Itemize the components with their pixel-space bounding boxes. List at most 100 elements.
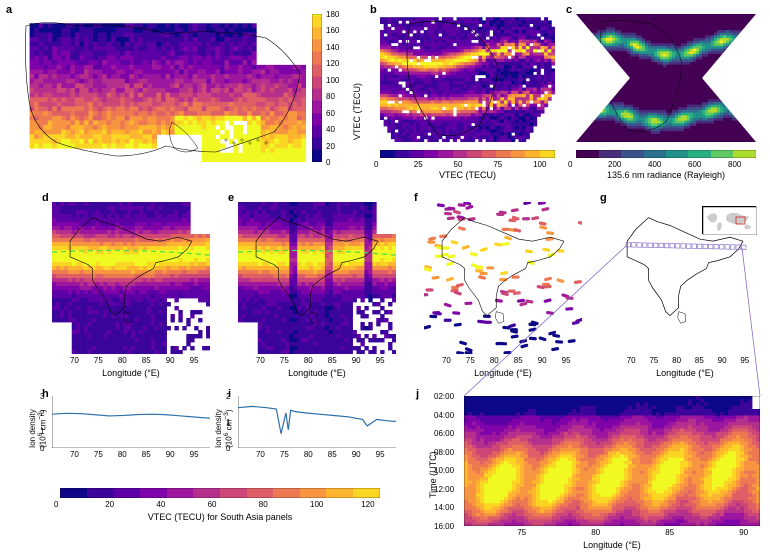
tick: 75 — [280, 450, 289, 459]
tick: 80 — [672, 356, 681, 365]
tick: 120 — [361, 500, 374, 509]
panel-d — [52, 202, 210, 354]
tick: 16:00 — [434, 522, 454, 531]
tick: 100 — [326, 76, 339, 85]
tick: 95 — [190, 450, 199, 459]
tick: 75 — [94, 356, 103, 365]
panel-d-label: d — [42, 192, 49, 204]
tick: 100 — [310, 500, 323, 509]
tick: 90 — [352, 356, 361, 365]
tick: 80 — [259, 500, 268, 509]
tick: 02:00 — [434, 392, 454, 401]
tick: 75 — [517, 528, 526, 537]
tick: 70 — [70, 356, 79, 365]
panel-c-colorbar — [576, 150, 756, 158]
panel-h — [52, 396, 210, 448]
tick: 20 — [105, 500, 114, 509]
tick: 600 — [688, 160, 701, 169]
tick: 75 — [493, 160, 502, 169]
tick: 3 — [40, 392, 44, 401]
panel-c-cbar-label: 135.6 nm radiance (Rayleigh) — [576, 170, 756, 180]
panel-a-label: a — [6, 4, 12, 16]
tick: 12:00 — [434, 485, 454, 494]
tick: 14:00 — [434, 503, 454, 512]
tick: 400 — [648, 160, 661, 169]
tick: 80 — [304, 450, 313, 459]
tick: 90 — [166, 450, 175, 459]
tick: 0 — [226, 444, 230, 453]
panel-b-cbar-label: VTEC (TECU) — [380, 170, 555, 180]
axis-label: Longitude (°E) — [610, 368, 760, 378]
tick: 85 — [142, 356, 151, 365]
tick: 2 — [226, 392, 230, 401]
panel-f — [424, 202, 582, 354]
tick: 70 — [256, 356, 265, 365]
tick: 40 — [156, 500, 165, 509]
tick: 90 — [718, 356, 727, 365]
tick: 95 — [376, 450, 385, 459]
tick: 180 — [326, 10, 339, 19]
tick: 75 — [466, 356, 475, 365]
panel-a-cbar-label: VTEC (TECU) — [352, 83, 362, 140]
tick: 60 — [208, 500, 217, 509]
tick: 60 — [326, 109, 335, 118]
panel-j — [464, 396, 760, 526]
tick: 70 — [442, 356, 451, 365]
tick: 06:00 — [434, 429, 454, 438]
tick: 0 — [40, 444, 44, 453]
tick: 70 — [70, 450, 79, 459]
tick: 04:00 — [434, 411, 454, 420]
tick: 100 — [533, 160, 546, 169]
south-asia-cbar-label: VTEC (TECU) for South Asia panels — [60, 512, 380, 522]
axis-label: Longitude (°E) — [238, 368, 396, 378]
panel-b-label: b — [370, 4, 377, 16]
tick: 0 — [374, 160, 378, 169]
panel-h-ylabel: Ion density(106 cm−3) — [28, 409, 48, 448]
tick: 120 — [326, 59, 339, 68]
tick: 75 — [94, 450, 103, 459]
tick: 0 — [326, 158, 330, 167]
panel-i-ylabel: Ion density(106 cm−3) — [214, 409, 234, 448]
tick: 70 — [256, 450, 265, 459]
panel-b-colorbar — [380, 150, 555, 158]
tick: 2 — [40, 409, 44, 418]
tick: 800 — [728, 160, 741, 169]
panel-c — [576, 14, 756, 142]
tick: 85 — [665, 528, 674, 537]
tick: 1 — [226, 418, 230, 427]
tick: 95 — [740, 356, 749, 365]
panel-j-xlabel: Longitude (°E) — [464, 540, 760, 550]
tick: 40 — [326, 125, 335, 134]
tick: 85 — [695, 356, 704, 365]
tick: 85 — [328, 356, 337, 365]
tick: 50 — [454, 160, 463, 169]
panel-a — [16, 14, 306, 162]
panel-e — [238, 202, 396, 354]
tick: 20 — [326, 142, 335, 151]
panel-g-label: g — [600, 192, 607, 204]
tick: 95 — [376, 356, 385, 365]
panel-g-inset — [702, 206, 756, 234]
panel-f-label: f — [414, 192, 418, 204]
tick: 80 — [304, 356, 313, 365]
tick: 95 — [190, 356, 199, 365]
tick: 90 — [352, 450, 361, 459]
tick: 75 — [280, 356, 289, 365]
tick: 85 — [514, 356, 523, 365]
tick: 80 — [326, 92, 335, 101]
tick: 1 — [40, 427, 44, 436]
panel-b — [380, 14, 555, 142]
panel-c-label: c — [566, 4, 572, 16]
tick: 25 — [414, 160, 423, 169]
south-asia-colorbar — [60, 488, 380, 498]
tick: 85 — [328, 450, 337, 459]
tick: 95 — [562, 356, 571, 365]
panel-j-label: j — [416, 388, 419, 400]
tick: 80 — [490, 356, 499, 365]
tick: 75 — [649, 356, 658, 365]
tick: 140 — [326, 43, 339, 52]
panel-a-colorbar — [312, 14, 322, 162]
tick: 08:00 — [434, 448, 454, 457]
tick: 80 — [591, 528, 600, 537]
tick: 80 — [118, 356, 127, 365]
